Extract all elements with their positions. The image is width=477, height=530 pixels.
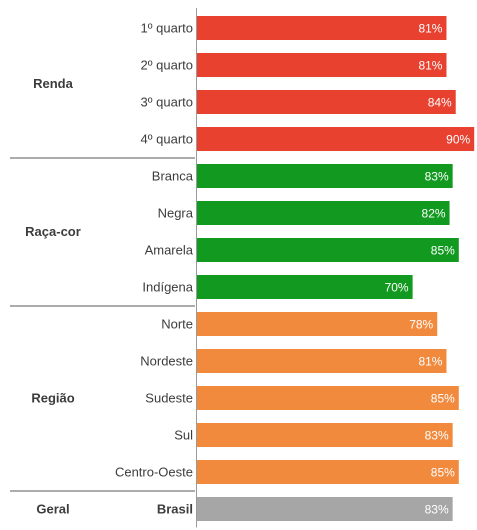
category-label-sul: Sul bbox=[174, 428, 193, 443]
bar-1-quarto bbox=[197, 16, 447, 40]
bar-sul bbox=[197, 423, 453, 447]
value-label-negra: 82% bbox=[422, 207, 446, 221]
bar-sudeste bbox=[197, 386, 459, 410]
value-label-4-quarto: 90% bbox=[446, 133, 470, 147]
group-label-regiao: Região bbox=[31, 391, 74, 406]
value-label-branca: 83% bbox=[425, 170, 449, 184]
bar-amarela bbox=[197, 238, 459, 262]
bar-2-quarto bbox=[197, 53, 447, 77]
bar-centro-oeste bbox=[197, 460, 459, 484]
category-label-3-quarto: 3º quarto bbox=[141, 95, 193, 110]
bar-3-quarto bbox=[197, 90, 456, 114]
value-label-nordeste: 81% bbox=[418, 355, 442, 369]
bar-nordeste bbox=[197, 349, 447, 373]
bar-branca bbox=[197, 164, 453, 188]
bar-negra bbox=[197, 201, 450, 225]
value-label-centro-oeste: 85% bbox=[431, 466, 455, 480]
value-label-indigena: 70% bbox=[385, 281, 409, 295]
value-label-brasil: 83% bbox=[425, 503, 449, 517]
category-label-brasil: Brasil bbox=[157, 502, 193, 517]
group-label-geral: Geral bbox=[36, 502, 69, 517]
bar-brasil bbox=[197, 497, 453, 521]
value-label-3-quarto: 84% bbox=[428, 96, 452, 110]
category-label-amarela: Amarela bbox=[145, 243, 194, 258]
bar-indigena bbox=[197, 275, 413, 299]
value-label-sudeste: 85% bbox=[431, 392, 455, 406]
bar-norte bbox=[197, 312, 438, 336]
category-label-norte: Norte bbox=[161, 317, 193, 332]
category-label-centro-oeste: Centro-Oeste bbox=[115, 465, 193, 480]
category-label-1-quarto: 1º quarto bbox=[141, 21, 193, 36]
value-label-sul: 83% bbox=[425, 429, 449, 443]
category-label-negra: Negra bbox=[158, 206, 194, 221]
value-label-norte: 78% bbox=[409, 318, 433, 332]
category-label-4-quarto: 4º quarto bbox=[141, 132, 193, 147]
category-label-branca: Branca bbox=[152, 169, 194, 184]
group-label-renda: Renda bbox=[33, 76, 74, 91]
group-label-raca-cor: Raça-cor bbox=[25, 224, 81, 239]
value-label-1-quarto: 81% bbox=[418, 22, 442, 36]
value-label-amarela: 85% bbox=[431, 244, 455, 258]
category-label-sudeste: Sudeste bbox=[145, 391, 193, 406]
category-label-indigena: Indígena bbox=[142, 280, 193, 295]
category-label-2-quarto: 2º quarto bbox=[141, 58, 193, 73]
value-label-2-quarto: 81% bbox=[418, 59, 442, 73]
bar-4-quarto bbox=[197, 127, 475, 151]
category-label-nordeste: Nordeste bbox=[140, 354, 193, 369]
